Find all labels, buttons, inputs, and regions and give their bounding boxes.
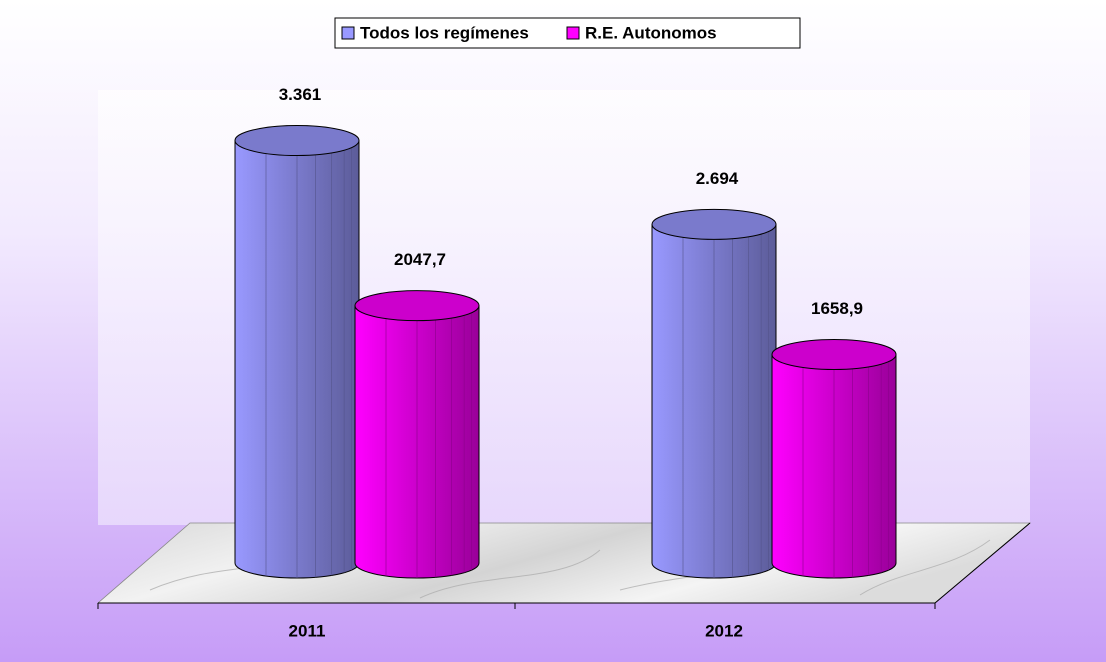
data-label: 1658,9 (811, 299, 863, 318)
bar-top (234, 125, 360, 157)
bar-top (354, 290, 480, 322)
x-tick-label: 2011 (289, 621, 326, 640)
bar (651, 208, 777, 579)
floor-edge (934, 522, 1031, 604)
bar-top (651, 208, 777, 240)
bar (234, 125, 360, 579)
data-label: 2.694 (696, 169, 739, 188)
x-tick-label: 2012 (705, 621, 743, 640)
data-label: 3.361 (279, 85, 322, 104)
legend-label: R.E. Autonomos (585, 23, 717, 42)
legend-label: Todos los regímenes (360, 23, 529, 42)
legend-swatch (341, 26, 355, 40)
legend-swatch (566, 26, 580, 40)
bar (354, 290, 480, 579)
bar-top (771, 338, 897, 370)
legend: Todos los regímenes R.E. Autonomos (334, 17, 801, 49)
data-label: 2047,7 (394, 250, 446, 269)
bar (771, 338, 897, 579)
